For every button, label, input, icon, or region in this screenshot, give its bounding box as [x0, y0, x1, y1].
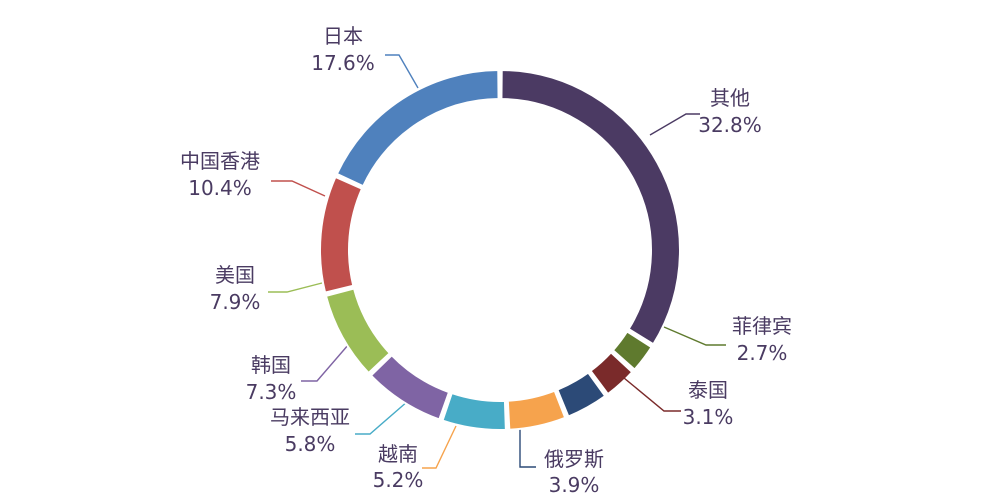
donut-segment-5	[506, 389, 567, 431]
donut-segment-9	[319, 175, 364, 294]
category-label-7: 韩国	[251, 353, 291, 377]
value-label-3: 3.1%	[683, 405, 734, 429]
category-label-8: 美国	[215, 263, 255, 287]
leader-line-6	[355, 400, 409, 435]
category-label-1: 其他	[710, 86, 750, 110]
leader-line-7	[301, 336, 356, 382]
category-label-3: 泰国	[688, 378, 728, 402]
leader-line-3	[623, 377, 681, 412]
category-label-10: 日本	[323, 24, 363, 48]
value-label-2: 2.7%	[737, 341, 788, 365]
category-label-4: 俄罗斯	[544, 447, 604, 471]
leader-line-5	[422, 425, 457, 469]
leader-line-1	[649, 113, 700, 136]
donut-segment-6	[441, 391, 507, 431]
donut-segment-7	[369, 353, 451, 421]
donut-segment-8	[324, 287, 392, 375]
value-label-10: 17.6%	[311, 51, 375, 75]
value-label-4: 3.9%	[549, 473, 600, 497]
category-label-9: 中国香港	[180, 149, 260, 173]
value-label-1: 32.8%	[698, 113, 762, 137]
leader-line-9	[271, 180, 326, 197]
category-label-2: 菲律宾	[732, 314, 792, 338]
donut-segment-3	[589, 351, 634, 396]
value-label-5: 5.2%	[373, 468, 424, 492]
value-label-6: 5.8%	[285, 432, 336, 456]
value-label-7: 7.3%	[246, 380, 297, 404]
leader-line-8	[268, 282, 323, 293]
value-label-9: 10.4%	[188, 176, 252, 200]
donut-segment-4	[556, 371, 607, 418]
value-label-8: 7.9%	[210, 290, 261, 314]
leader-line-2	[663, 326, 726, 346]
donut-segment-2	[611, 330, 653, 371]
donut-segment-10	[335, 68, 500, 188]
category-label-5: 越南	[378, 442, 418, 466]
leader-line-4	[519, 421, 536, 468]
donut-segment-1	[500, 68, 681, 346]
category-label-6: 马来西亚	[270, 405, 350, 429]
leader-line-10	[385, 54, 419, 89]
